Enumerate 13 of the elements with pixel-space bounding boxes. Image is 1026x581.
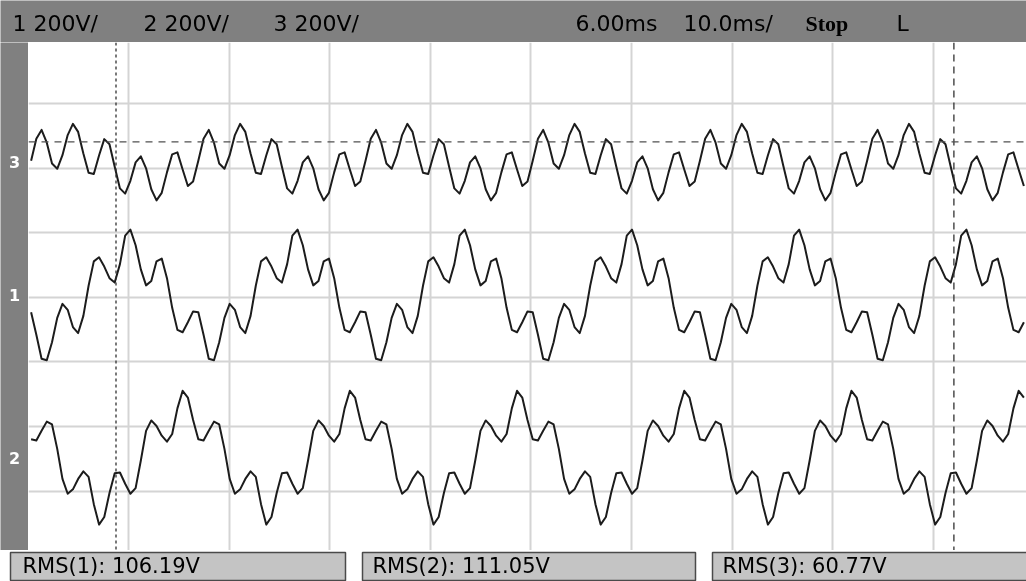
text: 2 200V/ [143,11,230,36]
series-label: 2 [8,448,21,468]
text: RMS(1): 106.19V [22,554,201,578]
text: L [896,11,910,36]
text: 1 200V/ [12,11,99,36]
series-label: 3 [8,153,21,173]
text: 6.00ms [575,11,658,36]
text: 3 200V/ [273,11,360,36]
text: Stop [805,11,849,36]
text: RMS(2): 111.05V [372,554,551,578]
text: 10.0ms/ [683,11,774,36]
series-label: 1 [8,286,21,305]
text: RMS(3): 60.77V [722,554,888,578]
